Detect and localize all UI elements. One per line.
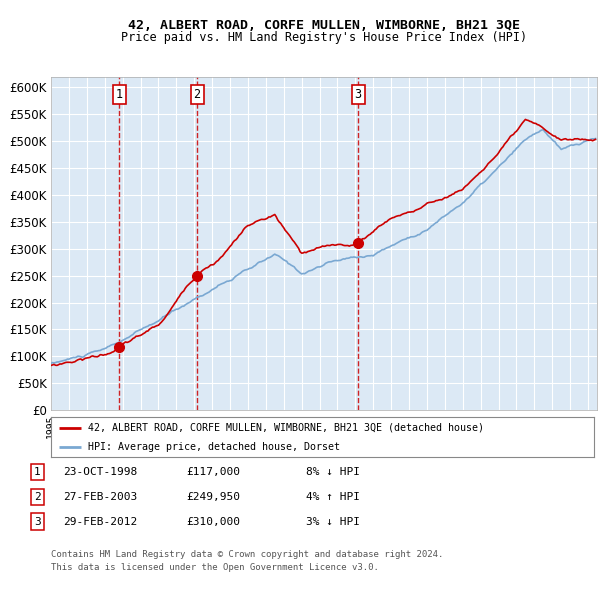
Text: 3: 3 bbox=[34, 517, 41, 526]
Text: 2: 2 bbox=[194, 88, 200, 101]
Text: £310,000: £310,000 bbox=[186, 517, 240, 526]
Text: This data is licensed under the Open Government Licence v3.0.: This data is licensed under the Open Gov… bbox=[51, 563, 379, 572]
Text: 2: 2 bbox=[34, 492, 41, 502]
Text: 3: 3 bbox=[355, 88, 362, 101]
Text: Contains HM Land Registry data © Crown copyright and database right 2024.: Contains HM Land Registry data © Crown c… bbox=[51, 550, 443, 559]
Text: 4% ↑ HPI: 4% ↑ HPI bbox=[306, 492, 360, 502]
Text: 3% ↓ HPI: 3% ↓ HPI bbox=[306, 517, 360, 526]
Text: £117,000: £117,000 bbox=[186, 467, 240, 477]
Text: 42, ALBERT ROAD, CORFE MULLEN, WIMBORNE, BH21 3QE (detached house): 42, ALBERT ROAD, CORFE MULLEN, WIMBORNE,… bbox=[88, 422, 484, 432]
Text: HPI: Average price, detached house, Dorset: HPI: Average price, detached house, Dors… bbox=[88, 442, 340, 452]
Text: 29-FEB-2012: 29-FEB-2012 bbox=[63, 517, 137, 526]
Text: Price paid vs. HM Land Registry's House Price Index (HPI): Price paid vs. HM Land Registry's House … bbox=[121, 31, 527, 44]
Text: 1: 1 bbox=[116, 88, 123, 101]
Text: 42, ALBERT ROAD, CORFE MULLEN, WIMBORNE, BH21 3QE: 42, ALBERT ROAD, CORFE MULLEN, WIMBORNE,… bbox=[128, 19, 520, 32]
Text: £249,950: £249,950 bbox=[186, 492, 240, 502]
Text: 1: 1 bbox=[34, 467, 41, 477]
Text: 8% ↓ HPI: 8% ↓ HPI bbox=[306, 467, 360, 477]
Text: 23-OCT-1998: 23-OCT-1998 bbox=[63, 467, 137, 477]
Text: 27-FEB-2003: 27-FEB-2003 bbox=[63, 492, 137, 502]
